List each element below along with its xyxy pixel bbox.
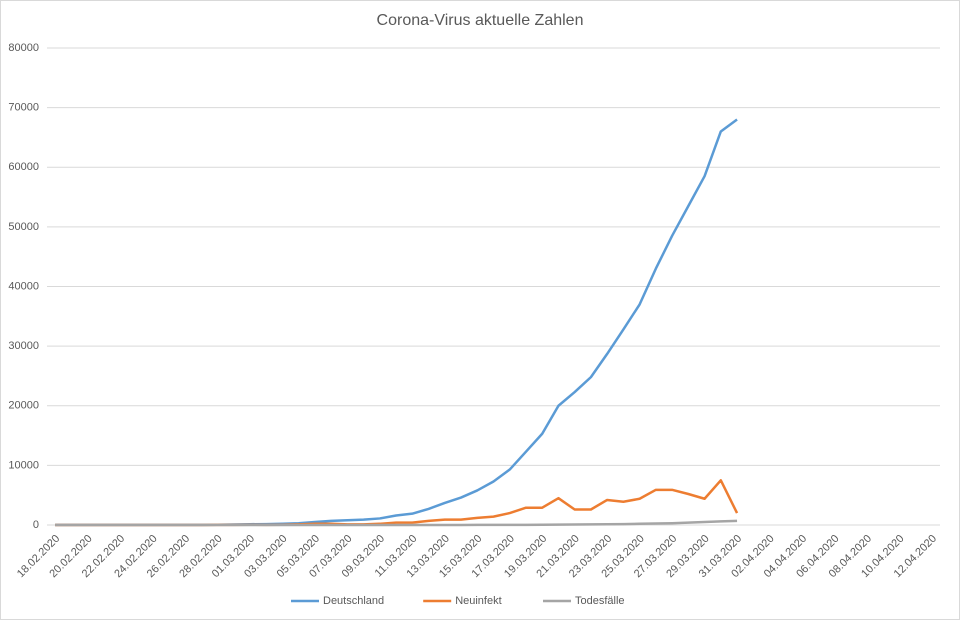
y-tick-label: 10000 — [8, 459, 39, 471]
y-tick-label: 80000 — [8, 42, 39, 54]
legend-label: Todesfälle — [575, 595, 625, 607]
legend-label: Neuinfekt — [455, 595, 501, 607]
y-tick-label: 50000 — [8, 221, 39, 233]
y-tick-label: 30000 — [8, 340, 39, 352]
chart-title: Corona-Virus aktuelle Zahlen — [377, 12, 584, 29]
y-tick-label: 70000 — [8, 102, 39, 114]
y-tick-label: 0 — [33, 519, 39, 531]
y-tick-label: 40000 — [8, 280, 39, 292]
y-tick-label: 60000 — [8, 161, 39, 173]
legend-label: Deutschland — [323, 595, 384, 607]
y-tick-label: 20000 — [8, 400, 39, 412]
series-line — [55, 519, 738, 527]
